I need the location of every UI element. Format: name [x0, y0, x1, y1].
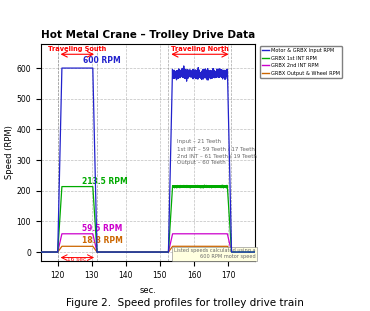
- Text: 213.5 RPM: 213.5 RPM: [81, 177, 127, 186]
- Text: 600 RPM: 600 RPM: [83, 57, 120, 66]
- Text: Traveling South: Traveling South: [48, 46, 107, 52]
- Text: 18.8 RPM: 18.8 RPM: [81, 236, 122, 245]
- Text: Input – 21 Teeth
1st INT – 59 Teeth / 17 Teeth
2nd INT – 61 Teeth / 19 Teeth
Out: Input – 21 Teeth 1st INT – 59 Teeth / 17…: [177, 139, 257, 165]
- Text: Traveling North: Traveling North: [171, 46, 229, 52]
- Title: Hot Metal Crane – Trolley Drive Data: Hot Metal Crane – Trolley Drive Data: [41, 30, 255, 40]
- X-axis label: sec.: sec.: [139, 285, 157, 295]
- Text: Figure 2.  Speed profiles for trolley drive train: Figure 2. Speed profiles for trolley dri…: [66, 298, 304, 308]
- Text: Listed speeds calculated using a
600 RPM motor speed: Listed speeds calculated using a 600 RPM…: [174, 248, 255, 259]
- Y-axis label: Speed (RPM): Speed (RPM): [4, 125, 14, 179]
- Legend: Motor & GRBX Input RPM, GRBX 1st INT RPM, GRBX 2nd INT RPM, GRBX Output & Wheel : Motor & GRBX Input RPM, GRBX 1st INT RPM…: [260, 46, 343, 77]
- Text: 16 sec.: 16 sec.: [67, 257, 88, 262]
- Text: 59.5 RPM: 59.5 RPM: [81, 224, 122, 233]
